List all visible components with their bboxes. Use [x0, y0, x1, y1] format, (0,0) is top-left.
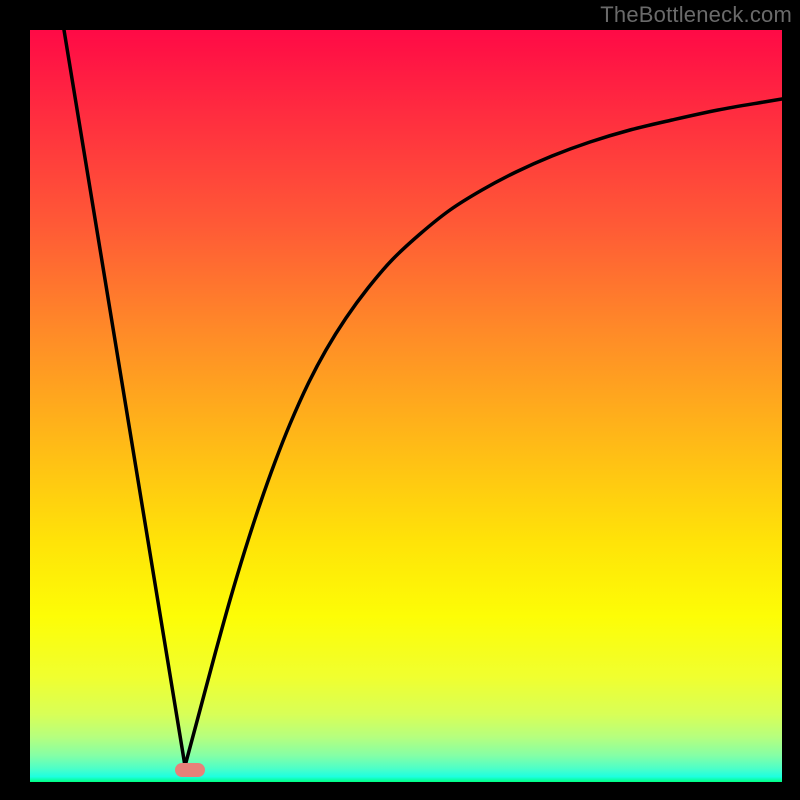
minimum-marker — [175, 763, 205, 777]
plot-area — [30, 30, 782, 782]
watermark-text: TheBottleneck.com — [600, 2, 792, 28]
chart-canvas: TheBottleneck.com — [0, 0, 800, 800]
bottleneck-curve — [30, 30, 782, 782]
